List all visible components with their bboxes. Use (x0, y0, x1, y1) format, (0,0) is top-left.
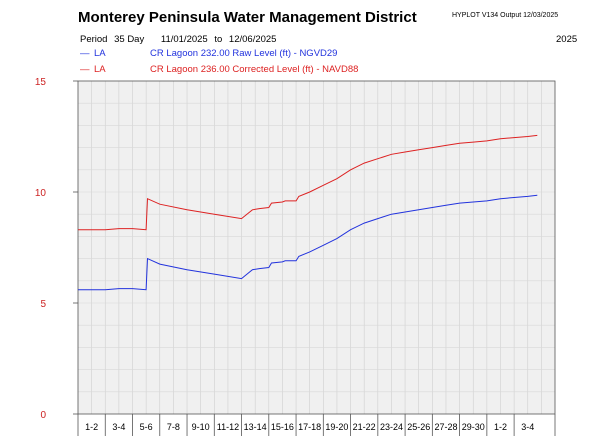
x-tick-label: 1-2 (494, 422, 507, 432)
x-tick-label: 7-8 (167, 422, 180, 432)
x-tick-label: 9-10 (192, 422, 210, 432)
y-tick-label: 15 (35, 77, 47, 88)
x-tick-label: 25-26 (407, 422, 430, 432)
period-length: 35 Day (114, 34, 145, 45)
x-tick-label: 11-12 (217, 422, 239, 432)
x-tick-label: 17-18 (298, 422, 321, 432)
period-to: to (214, 34, 223, 45)
x-tick-label: 29-30 (462, 422, 485, 432)
legend-description: CR Lagoon 232.00 Raw Level (ft) - NGVD29 (150, 48, 338, 59)
plot-area (78, 81, 555, 414)
x-tick-label: 13-14 (244, 422, 267, 432)
legend-code: LA (94, 64, 106, 75)
x-tick-label: 1-2 (85, 422, 98, 432)
period-info: Period 35 Day 11/01/2025 to 12/06/2025 (80, 34, 280, 45)
y-tick-label: 5 (40, 299, 46, 310)
legend-symbol: — (80, 48, 90, 59)
x-tick-label: 15-16 (271, 422, 294, 432)
output-date: Output 12/03/2025 (500, 12, 559, 19)
x-tick-label: 3-4 (521, 422, 534, 432)
legend-symbol: — (80, 64, 90, 75)
year-label: 2025 (556, 34, 578, 45)
x-tick-label: 23-24 (380, 422, 403, 432)
x-tick-label: 5-6 (140, 422, 153, 432)
legend-entry-corrected: — LA CR Lagoon 236.00 Corrected Level (f… (80, 64, 480, 78)
legend-code: LA (94, 48, 106, 59)
period-label: Period (80, 34, 108, 45)
y-tick-label: 0 (40, 410, 46, 421)
period-start: 11/01/2025 (160, 34, 208, 45)
y-tick-label: 10 (35, 188, 47, 199)
x-tick-label: 3-4 (112, 422, 125, 432)
x-tick-label: 27-28 (434, 422, 457, 432)
legend-entry-raw: — LA CR Lagoon 232.00 Raw Level (ft) - N… (80, 48, 480, 62)
version-info: HYPLOT V134 Output 12/03/2025 (452, 12, 558, 19)
plot-border (77, 80, 556, 415)
series-line-corrected (78, 134, 538, 231)
series-line-raw (78, 194, 538, 291)
x-tick-label: 21-22 (353, 422, 376, 432)
x-tick-label: 19-20 (325, 422, 348, 432)
version-label: HYPLOT V134 (452, 12, 499, 19)
period-end: 12/06/2025 (228, 34, 277, 45)
legend-description: CR Lagoon 236.00 Corrected Level (ft) - … (150, 64, 359, 75)
chart-title: Monterey Peninsula Water Management Dist… (78, 9, 417, 26)
